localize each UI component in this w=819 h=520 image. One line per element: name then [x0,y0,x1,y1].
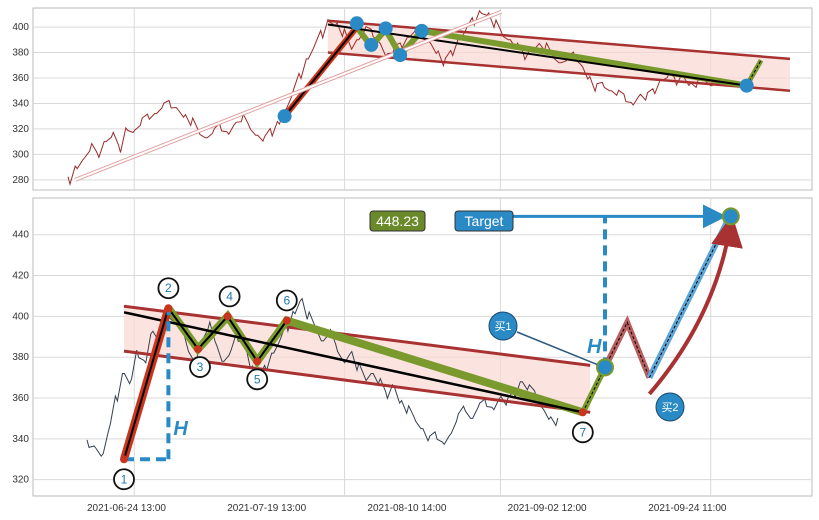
bottom-channel-upper [123,304,591,367]
buy2-badge [655,392,685,422]
pattern-point-label: 4 [226,289,233,303]
pattern-point-dot [223,312,232,321]
bottom-curved-arrow [647,214,743,396]
bottom-leg1-core [123,307,170,460]
pattern-point-label: 6 [283,293,290,307]
bottom-h-label-right: H [587,336,602,358]
top-pattern-point [349,16,364,31]
pattern-point-marker [571,421,594,444]
pattern-point-marker [218,285,241,308]
top-ytick-label: 340 [12,98,29,109]
buy1-pointer [516,331,598,366]
top-leg1-core [283,26,358,117]
bottom-xtick-label: 2021-09-24 11:00 [648,503,727,514]
pattern-point-dot [164,304,173,313]
pattern-point-label: 1 [121,472,128,486]
bottom-ytick-label: 420 [12,271,29,282]
pattern-point-marker [189,356,211,378]
bottom-trend-line [123,311,584,414]
top-ytick-label: 300 [12,149,29,160]
top-ytick-label: 320 [12,124,29,135]
top-long-arrow-inner [74,10,502,181]
bottom-ytick-label: 440 [12,230,29,241]
bottom-xtick-label: 2021-07-19 13:00 [227,503,306,514]
top-pattern-point [414,23,429,38]
pattern-point-dot [282,316,291,325]
price-label-text: 448.23 [376,213,419,229]
pattern-point-label: 2 [165,281,172,295]
pattern-point-label: 7 [579,425,586,439]
pattern-point-dot [253,357,262,366]
bottom-h-label-left: H [173,418,188,440]
target-label-box [454,210,514,232]
bottom-xtick-label: 2021-09-02 12:00 [508,503,587,514]
target-label-text: Target [465,213,504,229]
bottom-ytick-label: 360 [12,393,29,404]
top-price-series [67,9,713,187]
price-label-box [369,210,426,232]
bottom-ytick-label: 340 [12,434,29,445]
buy1-label: 买1 [494,320,511,333]
top-pattern-point [739,78,754,93]
bottom-breakout-point [596,358,614,377]
pattern-point-dot [578,408,587,417]
bottom-ytick-label: 320 [12,475,29,486]
pattern-point-marker [157,277,180,300]
bottom-ytick-label: 380 [12,352,29,363]
bottom-xtick-label: 2021-06-24 13:00 [87,503,166,514]
pattern-point-marker [246,368,269,391]
buy1-badge [488,311,518,341]
pattern-point-marker [113,468,135,491]
top-zigzag-tail [421,27,748,89]
bottom-ytick-label: 400 [12,311,29,322]
pattern-point-dot [194,345,202,354]
top-trend-line [327,23,747,87]
top-ytick-label: 280 [12,175,29,186]
top-ytick-label: 400 [12,22,29,33]
bottom-target-point [721,207,740,226]
bottom-projection-red-core [604,321,650,378]
pattern-point-label: 3 [197,360,204,374]
buy2-label: 买2 [661,401,678,414]
top-ytick-label: 380 [12,48,29,59]
top-pattern-point [393,48,408,63]
pattern-point-marker [275,289,298,312]
top-channel-upper [327,19,791,61]
top-pattern-point [277,109,292,124]
top-pattern-point [364,37,379,52]
top-pattern-point [378,21,393,36]
pattern-point-dot [120,455,128,464]
bottom-xtick-label: 2021-08-10 14:00 [367,503,446,514]
top-ytick-label: 360 [12,73,29,84]
pattern-point-label: 5 [254,372,261,386]
